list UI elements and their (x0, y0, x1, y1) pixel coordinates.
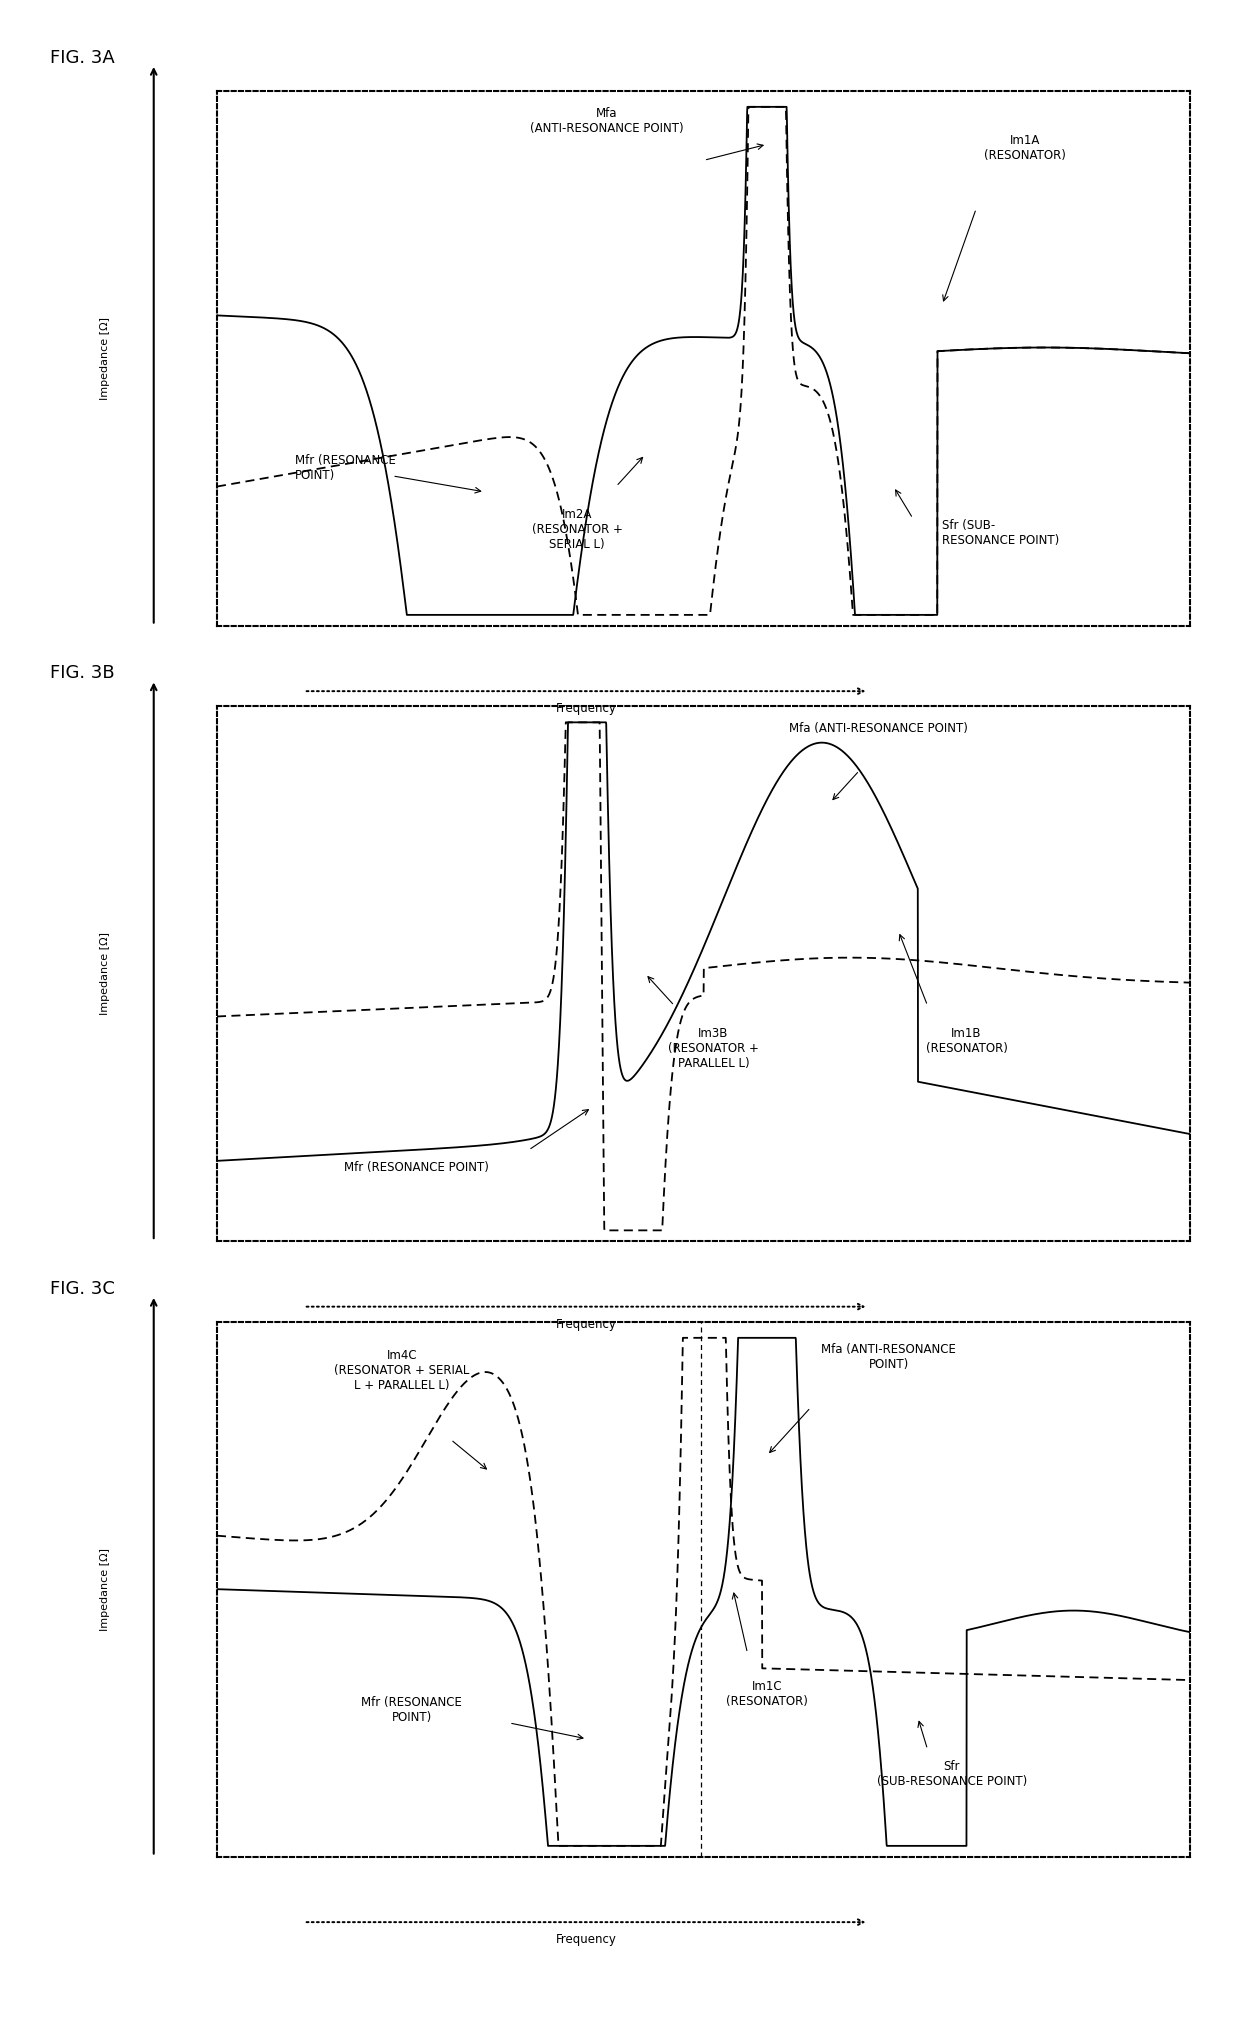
Text: Impedance [Ω]: Impedance [Ω] (100, 932, 110, 1015)
Text: Mfr (RESONANCE
POINT): Mfr (RESONANCE POINT) (295, 454, 396, 482)
Text: Impedance [Ω]: Impedance [Ω] (100, 1548, 110, 1631)
Text: FIG. 3C: FIG. 3C (50, 1279, 114, 1298)
Text: Frequency: Frequency (556, 1933, 616, 1945)
Text: Mfa (ANTI-RESONANCE
POINT): Mfa (ANTI-RESONANCE POINT) (821, 1344, 956, 1370)
Text: Mfa (ANTI-RESONANCE POINT): Mfa (ANTI-RESONANCE POINT) (790, 722, 968, 735)
Text: FIG. 3B: FIG. 3B (50, 664, 114, 682)
Text: Im2A
(RESONATOR +
SERIAL L): Im2A (RESONATOR + SERIAL L) (532, 509, 622, 551)
Text: Sfr (SUB-
RESONANCE POINT): Sfr (SUB- RESONANCE POINT) (942, 519, 1059, 547)
Text: Impedance [Ω]: Impedance [Ω] (100, 317, 110, 400)
Text: Frequency: Frequency (556, 702, 616, 714)
Text: Im4C
(RESONATOR + SERIAL
L + PARALLEL L): Im4C (RESONATOR + SERIAL L + PARALLEL L) (335, 1348, 470, 1392)
Text: Mfr (RESONANCE POINT): Mfr (RESONANCE POINT) (343, 1160, 489, 1174)
Text: Im3B
(RESONATOR +
PARALLEL L): Im3B (RESONATOR + PARALLEL L) (668, 1027, 759, 1070)
Text: FIG. 3A: FIG. 3A (50, 48, 114, 67)
Text: Mfa
(ANTI-RESONANCE POINT): Mfa (ANTI-RESONANCE POINT) (529, 107, 683, 135)
Text: Im1A
(RESONATOR): Im1A (RESONATOR) (985, 133, 1066, 161)
Text: Mfr (RESONANCE
POINT): Mfr (RESONANCE POINT) (361, 1695, 463, 1723)
Text: Sfr
(SUB-RESONANCE POINT): Sfr (SUB-RESONANCE POINT) (877, 1760, 1027, 1788)
Text: Frequency: Frequency (556, 1318, 616, 1330)
Text: Im1C
(RESONATOR): Im1C (RESONATOR) (727, 1681, 808, 1707)
Text: Im1B
(RESONATOR): Im1B (RESONATOR) (925, 1027, 1007, 1055)
